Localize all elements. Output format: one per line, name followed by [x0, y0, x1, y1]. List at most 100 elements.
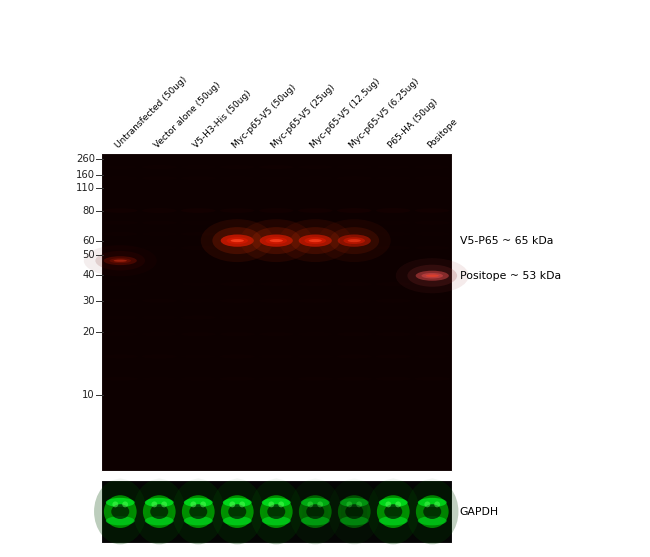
Ellipse shape	[279, 219, 352, 262]
Text: 20: 20	[83, 327, 95, 337]
Ellipse shape	[223, 498, 252, 507]
Ellipse shape	[151, 501, 157, 507]
Ellipse shape	[423, 504, 441, 519]
Ellipse shape	[220, 377, 255, 381]
Ellipse shape	[385, 501, 391, 507]
Ellipse shape	[250, 479, 302, 544]
Ellipse shape	[114, 260, 127, 262]
Ellipse shape	[301, 498, 330, 507]
Ellipse shape	[376, 282, 411, 286]
Ellipse shape	[181, 176, 216, 180]
Ellipse shape	[221, 495, 254, 528]
Ellipse shape	[112, 501, 118, 507]
Ellipse shape	[228, 504, 246, 519]
Ellipse shape	[142, 221, 177, 224]
Ellipse shape	[376, 246, 411, 250]
Ellipse shape	[376, 377, 411, 381]
Ellipse shape	[345, 504, 363, 519]
Ellipse shape	[299, 495, 332, 528]
Ellipse shape	[338, 495, 370, 528]
Ellipse shape	[229, 501, 235, 507]
Ellipse shape	[259, 299, 294, 303]
Ellipse shape	[103, 377, 138, 381]
Text: Positope: Positope	[426, 117, 460, 150]
Text: 60: 60	[83, 236, 95, 246]
Ellipse shape	[142, 176, 177, 180]
Ellipse shape	[189, 504, 207, 519]
Ellipse shape	[377, 495, 410, 528]
Ellipse shape	[395, 501, 401, 507]
Ellipse shape	[260, 495, 292, 528]
Ellipse shape	[416, 495, 448, 528]
Text: 40: 40	[83, 270, 95, 280]
Ellipse shape	[328, 479, 380, 544]
Text: Myc-p65-V5 (50ug): Myc-p65-V5 (50ug)	[231, 83, 298, 150]
Ellipse shape	[408, 265, 457, 287]
Ellipse shape	[418, 498, 447, 507]
Ellipse shape	[262, 498, 291, 507]
Ellipse shape	[181, 208, 215, 213]
Ellipse shape	[337, 208, 372, 212]
Ellipse shape	[406, 479, 458, 544]
Text: 260: 260	[76, 154, 95, 164]
Ellipse shape	[240, 219, 313, 262]
Ellipse shape	[172, 479, 224, 544]
Ellipse shape	[181, 208, 216, 212]
Ellipse shape	[231, 239, 244, 242]
Ellipse shape	[262, 516, 291, 525]
Ellipse shape	[220, 165, 255, 169]
Ellipse shape	[104, 256, 136, 265]
Ellipse shape	[161, 501, 167, 507]
Ellipse shape	[304, 237, 326, 244]
Ellipse shape	[103, 246, 138, 250]
Ellipse shape	[142, 355, 177, 359]
Ellipse shape	[103, 232, 138, 236]
Ellipse shape	[424, 501, 430, 507]
Ellipse shape	[434, 501, 440, 507]
Ellipse shape	[265, 237, 287, 244]
Ellipse shape	[184, 516, 213, 525]
Ellipse shape	[376, 299, 411, 303]
Ellipse shape	[226, 237, 248, 244]
Ellipse shape	[338, 234, 370, 247]
Ellipse shape	[106, 516, 135, 525]
Ellipse shape	[122, 501, 128, 507]
Ellipse shape	[223, 516, 252, 525]
Ellipse shape	[340, 516, 369, 525]
Text: V5-P65 ~ 65 kDa: V5-P65 ~ 65 kDa	[460, 236, 553, 246]
Ellipse shape	[103, 221, 138, 224]
Ellipse shape	[298, 282, 333, 286]
Ellipse shape	[426, 275, 439, 277]
Text: V5-H3-His (50ug): V5-H3-His (50ug)	[192, 89, 254, 150]
Ellipse shape	[211, 479, 263, 544]
Ellipse shape	[182, 495, 215, 528]
Ellipse shape	[145, 516, 174, 525]
Ellipse shape	[190, 501, 196, 507]
Text: 160: 160	[76, 170, 95, 180]
Text: 110: 110	[76, 183, 95, 193]
Ellipse shape	[220, 282, 255, 286]
Ellipse shape	[421, 273, 443, 278]
Ellipse shape	[376, 208, 410, 213]
Text: 50: 50	[83, 250, 95, 260]
Text: Myc-p65-V5 (25ug): Myc-p65-V5 (25ug)	[270, 83, 337, 150]
Ellipse shape	[299, 234, 332, 247]
Ellipse shape	[376, 332, 411, 336]
Text: P65-HA (50ug): P65-HA (50ug)	[387, 97, 440, 150]
Ellipse shape	[259, 165, 294, 169]
Ellipse shape	[278, 501, 284, 507]
Ellipse shape	[309, 239, 322, 242]
Text: 80: 80	[83, 206, 95, 216]
Ellipse shape	[96, 251, 145, 271]
Ellipse shape	[418, 516, 447, 525]
Ellipse shape	[379, 498, 408, 507]
Ellipse shape	[213, 227, 262, 254]
Bar	[101, 480, 452, 543]
Ellipse shape	[181, 332, 216, 336]
Ellipse shape	[379, 516, 408, 525]
Ellipse shape	[317, 501, 323, 507]
Ellipse shape	[384, 504, 402, 519]
Ellipse shape	[337, 232, 372, 236]
Ellipse shape	[111, 504, 129, 519]
Ellipse shape	[220, 332, 255, 336]
